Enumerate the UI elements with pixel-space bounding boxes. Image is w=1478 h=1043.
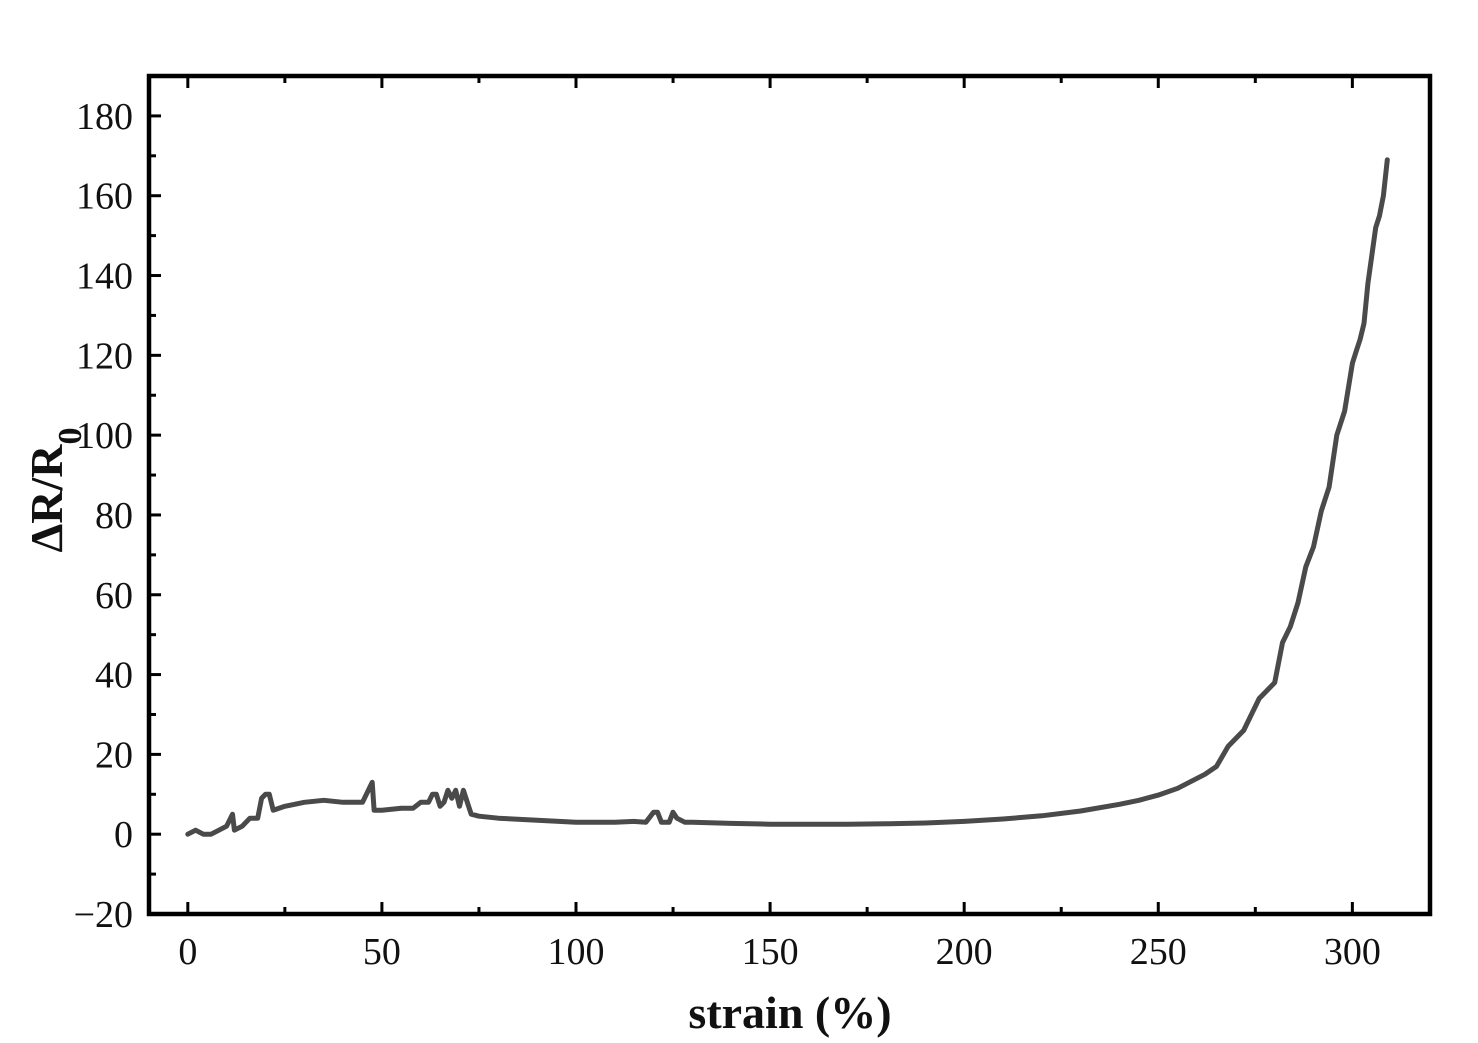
y-tick-label: 180 <box>76 96 133 138</box>
y-tick-label: 100 <box>76 415 133 457</box>
svg-text:ΔR/R0: ΔR/R0 <box>21 427 89 552</box>
ticks-layer: 0 50 100 150 200 250 300 −20 0 20 40 60 80 100 120 140 1… <box>74 76 1381 973</box>
x-tick-label: 200 <box>936 931 993 973</box>
y-tick-label: 140 <box>76 256 133 298</box>
y-axis-title-main: ΔR/R <box>21 444 72 553</box>
x-tick-label: 250 <box>1130 931 1187 973</box>
plot-area <box>185 157 1390 837</box>
series-line <box>185 157 1390 837</box>
y-tick-label: 160 <box>76 176 133 218</box>
plot-frame <box>146 73 1433 917</box>
x-tick-label: 0 <box>178 931 197 973</box>
y-tick-label: 0 <box>114 814 133 856</box>
x-tick-label: 100 <box>548 931 605 973</box>
y-tick-label: 120 <box>76 335 133 377</box>
y-axis-title: ΔR/R0 <box>21 427 89 552</box>
y-axis-title-subscript: 0 <box>52 427 89 444</box>
x-axis-title: strain (%) <box>688 987 891 1038</box>
x-tick-label: 150 <box>742 931 799 973</box>
y-tick-label: −20 <box>74 894 133 936</box>
y-tick-label: 80 <box>95 495 133 537</box>
x-tick-label: 300 <box>1324 931 1381 973</box>
y-tick-label: 60 <box>95 575 133 617</box>
x-tick-label: 50 <box>363 931 401 973</box>
y-tick-label: 20 <box>95 734 133 776</box>
y-tick-label: 40 <box>95 655 133 697</box>
